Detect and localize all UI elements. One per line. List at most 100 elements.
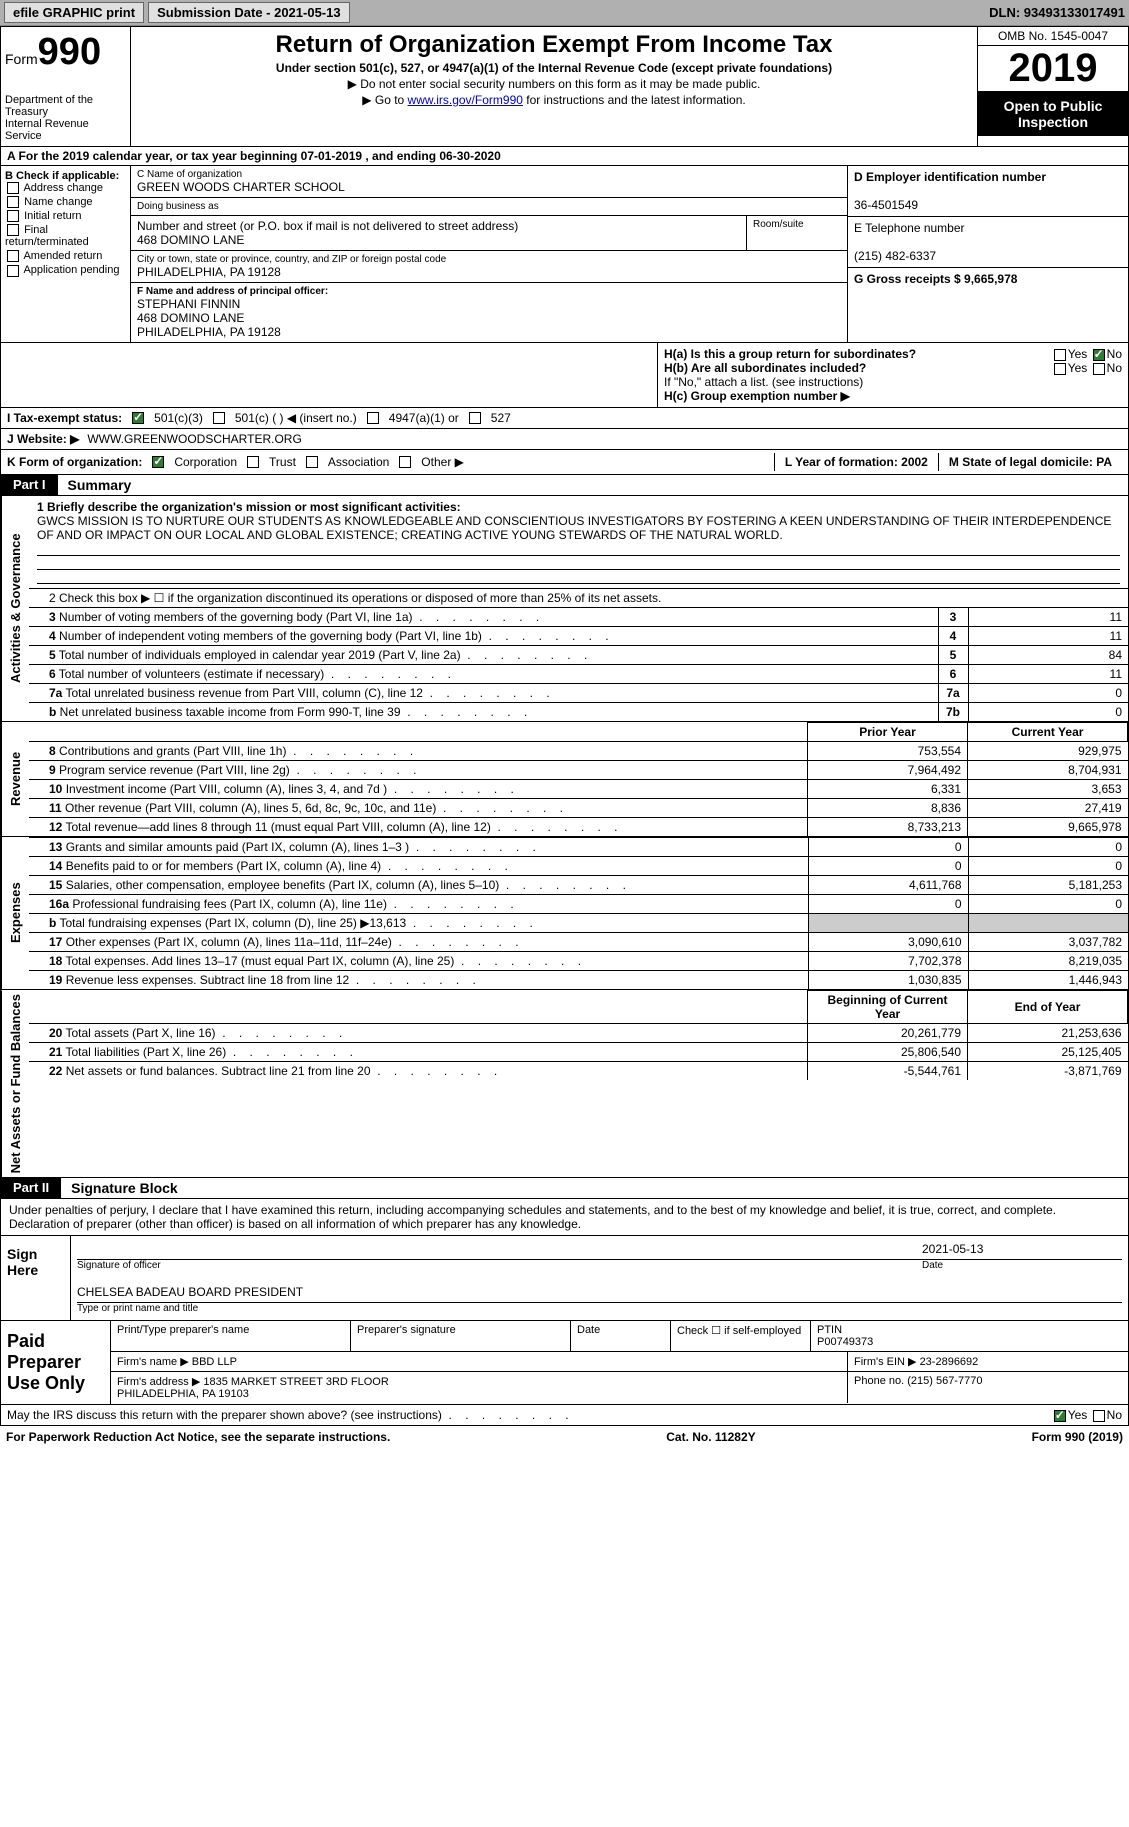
table-row: 4 Number of independent voting members o… — [29, 627, 938, 646]
table-row: 19 Revenue less expenses. Subtract line … — [29, 971, 808, 990]
revenue-table: Prior YearCurrent Year 8 Contributions a… — [29, 722, 1128, 836]
discuss-no[interactable] — [1093, 1410, 1105, 1422]
paperwork-notice: For Paperwork Reduction Act Notice, see … — [6, 1430, 390, 1444]
org-name-label: C Name of organization — [137, 169, 841, 180]
table-row: 3 Number of voting members of the govern… — [29, 608, 938, 627]
prior-year-value: 7,702,378 — [808, 952, 968, 971]
cb-501c[interactable] — [213, 412, 225, 424]
side-activities: Activities & Governance — [1, 496, 29, 721]
col-b-title: B Check if applicable: — [5, 170, 119, 182]
prior-year-value: 3,090,610 — [808, 933, 968, 952]
hc-label: H(c) Group exemption number ▶ — [664, 389, 850, 403]
col-prior-year: Prior Year — [808, 723, 968, 742]
part1-label: Part I — [1, 475, 58, 495]
table-row: 18 Total expenses. Add lines 13–17 (must… — [29, 952, 808, 971]
cb-address-change[interactable] — [7, 182, 19, 194]
cb-association[interactable] — [306, 456, 318, 468]
line-box: 4 — [938, 627, 968, 646]
dba-label: Doing business as — [137, 201, 841, 212]
tax-exempt-status-row: I Tax-exempt status: 501(c)(3) 501(c) ( … — [0, 408, 1129, 429]
col-d-numbers: D Employer identification number 36-4501… — [848, 166, 1128, 342]
part2-title: Signature Block — [61, 1178, 188, 1198]
submission-date-label: Submission Date - 2021-05-13 — [148, 2, 350, 23]
governance-table: 2 Check this box ▶ ☐ if the organization… — [29, 588, 1128, 721]
table-row: 5 Total number of individuals employed i… — [29, 646, 938, 665]
phone-value: (215) 482-6337 — [854, 249, 936, 263]
cb-4947[interactable] — [367, 412, 379, 424]
prior-year-value: 1,030,835 — [808, 971, 968, 990]
current-year-value: 27,419 — [968, 799, 1128, 818]
prep-self-employed: Check ☐ if self-employed — [671, 1321, 811, 1351]
ha-no[interactable] — [1093, 349, 1105, 361]
line-box: 6 — [938, 665, 968, 684]
year-formation: L Year of formation: 2002 — [774, 453, 938, 471]
ptin-label: PTIN — [817, 1324, 842, 1336]
current-year-value: 929,975 — [968, 742, 1128, 761]
paid-preparer-label: Paid Preparer Use Only — [1, 1321, 111, 1404]
current-year-value: 0 — [968, 895, 1128, 914]
cb-501c3[interactable] — [132, 412, 144, 424]
firm-ein-label: Firm's EIN ▶ — [854, 1356, 917, 1368]
firm-ein-value: 23-2896692 — [920, 1356, 979, 1368]
line-value: 84 — [968, 646, 1128, 665]
form-prefix: Form — [5, 51, 38, 67]
hb-label: H(b) Are all subordinates included? — [664, 361, 866, 375]
efile-button[interactable]: efile GRAPHIC print — [4, 2, 144, 23]
section-revenue: Revenue Prior YearCurrent Year 8 Contrib… — [0, 722, 1129, 837]
cb-name-change[interactable] — [7, 196, 19, 208]
cb-application-pending[interactable] — [7, 265, 19, 277]
ha-yes[interactable] — [1054, 349, 1066, 361]
hb-yes[interactable] — [1054, 363, 1066, 375]
bottom-line: For Paperwork Reduction Act Notice, see … — [0, 1426, 1129, 1448]
sign-here-row: Sign Here 2021-05-13 Signature of office… — [0, 1236, 1129, 1321]
firm-addr-label: Firm's address ▶ — [117, 1376, 200, 1388]
current-year-value: 8,704,931 — [968, 761, 1128, 780]
street-label: Number and street (or P.O. box if mail i… — [137, 219, 740, 233]
section-activities: Activities & Governance 1 Briefly descri… — [0, 496, 1129, 722]
table-row: b Net unrelated business taxable income … — [29, 703, 938, 722]
cb-initial-return[interactable] — [7, 210, 19, 222]
current-year-value: 3,653 — [968, 780, 1128, 799]
topbar: efile GRAPHIC print Submission Date - 20… — [0, 0, 1129, 26]
current-year-value: 25,125,405 — [968, 1043, 1128, 1062]
status-label: I Tax-exempt status: — [7, 411, 122, 425]
discuss-yes[interactable] — [1054, 1410, 1066, 1422]
table-row: 15 Salaries, other compensation, employe… — [29, 876, 808, 895]
perjury-statement: Under penalties of perjury, I declare th… — [0, 1199, 1129, 1236]
line-value: 11 — [968, 665, 1128, 684]
current-year-value: 0 — [968, 838, 1128, 857]
cb-amended[interactable] — [7, 250, 19, 262]
part2-header: Part II Signature Block — [0, 1178, 1129, 1199]
line-box: 3 — [938, 608, 968, 627]
state-domicile: M State of legal domicile: PA — [938, 453, 1122, 471]
sig-date: 2021-05-13 — [922, 1242, 1122, 1259]
cb-527[interactable] — [469, 412, 481, 424]
side-expenses: Expenses — [1, 837, 29, 989]
line-box: 5 — [938, 646, 968, 665]
sig-date-label: Date — [922, 1260, 1122, 1271]
website-label: J Website: ▶ — [7, 432, 79, 446]
prep-sig-label: Preparer's signature — [351, 1321, 571, 1351]
cb-corporation[interactable] — [152, 456, 164, 468]
current-year-value — [968, 914, 1128, 933]
firm-name-value: BBD LLP — [192, 1356, 237, 1368]
form-header: Form990 Department of the Treasury Inter… — [0, 26, 1129, 147]
cb-final-return[interactable] — [7, 224, 19, 236]
cb-other[interactable] — [399, 456, 411, 468]
hb-no[interactable] — [1093, 363, 1105, 375]
form-subtitle: Under section 501(c), 527, or 4947(a)(1)… — [139, 61, 969, 75]
table-row: 9 Program service revenue (Part VIII, li… — [29, 761, 808, 780]
current-year-value: 0 — [968, 857, 1128, 876]
irs-link[interactable]: www.irs.gov/Form990 — [408, 93, 523, 107]
current-year-value: -3,871,769 — [968, 1062, 1128, 1081]
cb-trust[interactable] — [247, 456, 259, 468]
form-number: 990 — [38, 31, 101, 73]
prior-year-value: 7,964,492 — [808, 761, 968, 780]
cat-number: Cat. No. 11282Y — [666, 1430, 755, 1444]
mission-text: GWCS MISSION IS TO NURTURE OUR STUDENTS … — [37, 514, 1111, 542]
expenses-table: 13 Grants and similar amounts paid (Part… — [29, 837, 1128, 989]
dln-label: DLN: 93493133017491 — [989, 5, 1125, 20]
group-return-row: H(a) Is this a group return for subordin… — [0, 343, 1129, 408]
prior-year-value: 4,611,768 — [808, 876, 968, 895]
website-row: J Website: ▶ WWW.GREENWOODSCHARTER.ORG — [0, 429, 1129, 450]
